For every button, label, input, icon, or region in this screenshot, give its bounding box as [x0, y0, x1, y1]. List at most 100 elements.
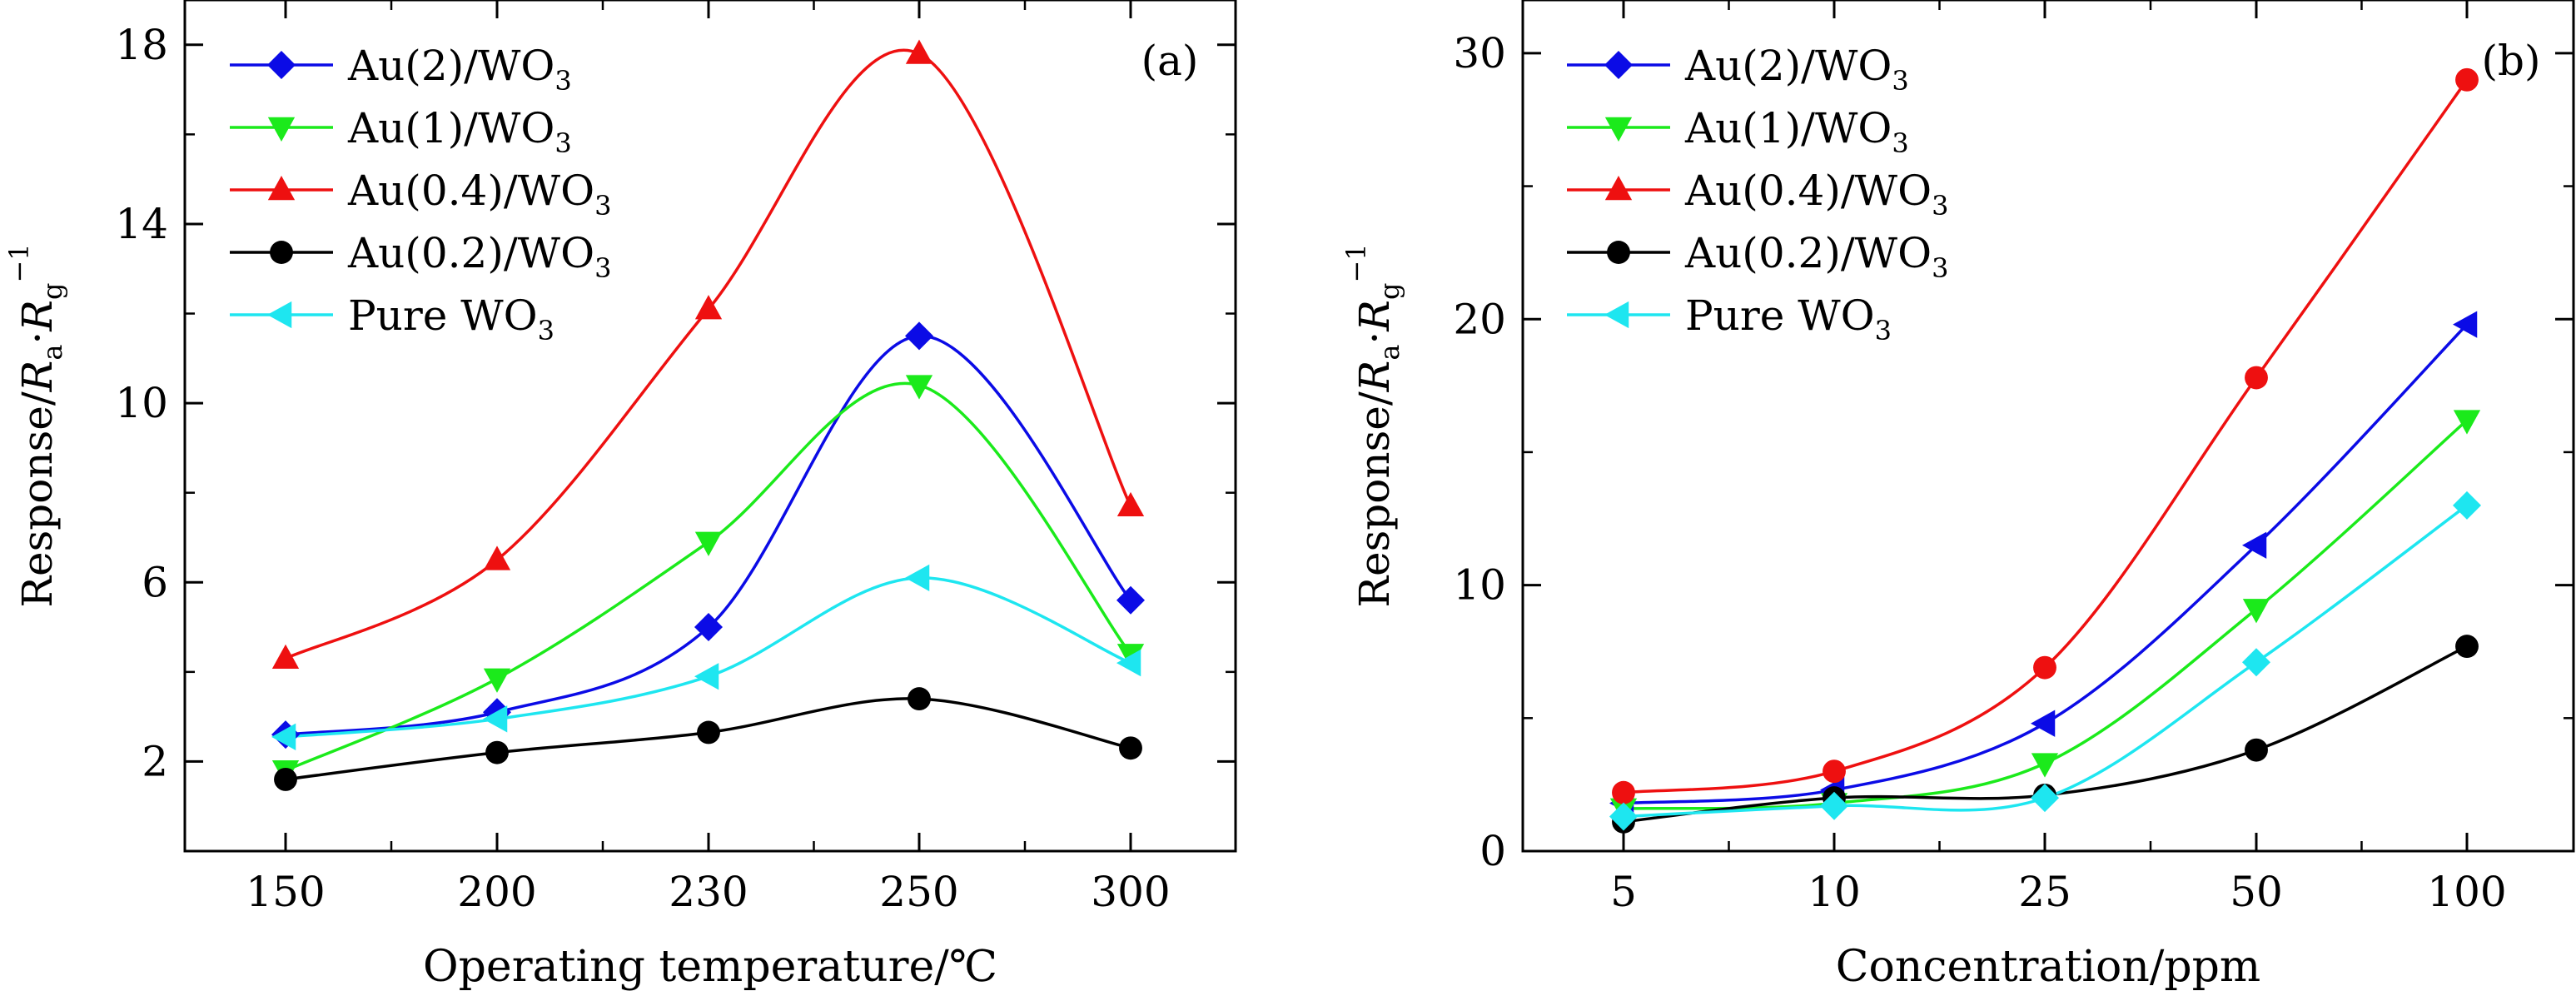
legend-marker-a-3	[270, 241, 293, 264]
x-tick-label-b: 25	[2018, 868, 2071, 916]
x-axis-label-b: Concentration/ppm	[1836, 942, 2260, 992]
plot-frame-a	[183, 0, 1237, 853]
legend-marker-a-2	[267, 176, 296, 201]
y-tick-label-a: 18	[115, 21, 168, 69]
legend-marker-a-0	[267, 51, 296, 79]
y-tick-label-b: 20	[1453, 295, 1506, 343]
legend-b: Au(2)/WO3 Au(1)/WO3 Au(0.4)/WO3 Au(0.2)/WO3…	[1567, 42, 1948, 346]
data-point-a-0	[1116, 585, 1145, 615]
y-tick-label-b: 0	[1479, 827, 1506, 875]
y-tick-label-a: 2	[142, 737, 168, 785]
panel-label-a: (a)	[1141, 37, 1199, 85]
legend-label-b-3: Au(0.2)/WO3	[1684, 229, 1948, 284]
x-tick-label-a: 150	[246, 868, 325, 916]
data-point-b-1	[2031, 753, 2059, 778]
data-point-a-3	[697, 720, 720, 745]
legend-label-b-4: Pure WO3	[1685, 291, 1892, 346]
data-point-a-0	[905, 321, 933, 351]
data-point-b-4	[1820, 791, 1848, 820]
data-point-a-3	[908, 687, 931, 711]
ticks-b: 5 10 25 50 100 0 10 20 30	[1453, 0, 2574, 916]
legend-label-a-3: Au(0.2)/WO3	[347, 229, 611, 284]
series-line-b-0	[1623, 323, 2469, 805]
legend-label-a-2: Au(0.4)/WO3	[347, 167, 611, 222]
data-point-b-0	[2242, 531, 2267, 559]
x-tick-label-a: 300	[1091, 868, 1170, 916]
panel-label-b: (b)	[2481, 37, 2540, 85]
y-axis-label-b: Response/Ra·Rg−1	[1340, 243, 1405, 607]
legend-label-b-2: Au(0.4)/WO3	[1684, 167, 1948, 222]
chart-panel-b: 5 10 25 50 100 0 10 20 30 Au(2)/WO3 Au(1)/WO3 Au(0…	[1340, 0, 2575, 992]
legend-marker-b-3	[1607, 241, 1630, 264]
data-point-a-2	[271, 644, 300, 669]
data-point-b-0	[2031, 710, 2056, 737]
y-tick-label-a: 14	[115, 200, 168, 248]
x-axis-label-a: Operating temperature/℃	[423, 942, 997, 992]
data-point-a-0	[694, 613, 723, 642]
legend-label-b-0: Au(2)/WO3	[1684, 42, 1909, 97]
x-tick-label-a: 250	[879, 868, 958, 916]
data-point-b-4	[1609, 802, 1638, 831]
x-tick-label-b: 50	[2230, 868, 2283, 916]
plot-frame-b	[1521, 0, 2575, 853]
data-point-a-4	[694, 663, 719, 690]
x-tick-label-a: 200	[457, 868, 536, 916]
data-point-a-3	[274, 767, 297, 791]
data-point-a-4	[905, 564, 930, 592]
series-line-a-1	[285, 381, 1132, 772]
data-point-a-1	[483, 668, 511, 693]
marker-layer-b	[1609, 67, 2481, 834]
data-point-a-3	[1119, 736, 1142, 760]
chart-panel-a: 150 200 230 250 300 2 6 10 14 18 Au(2)/WO3 Au(1)/W…	[3, 0, 1237, 992]
data-point-b-2	[2245, 366, 2268, 390]
data-point-b-2	[2455, 67, 2479, 92]
data-point-a-2	[1116, 491, 1145, 517]
data-point-b-3	[2455, 635, 2479, 659]
x-tick-label-b: 100	[2427, 868, 2506, 916]
data-point-b-3	[2245, 738, 2268, 762]
y-tick-label-a: 6	[142, 558, 168, 606]
data-point-b-4	[2453, 491, 2481, 520]
x-tick-label-b: 10	[1808, 868, 1861, 916]
data-point-b-1	[2453, 410, 2481, 435]
legend-a: Au(2)/WO3 Au(1)/WO3 Au(0.4)/WO3 Au(0.2)/WO3…	[230, 42, 611, 346]
legend-label-b-1: Au(1)/WO3	[1684, 104, 1909, 159]
data-point-b-2	[2033, 655, 2056, 680]
data-point-b-4	[2242, 648, 2270, 677]
legend-marker-b-1	[1604, 117, 1633, 142]
series-line-b-1	[1623, 419, 2469, 810]
series-line-a-0	[285, 334, 1132, 736]
data-point-a-2	[483, 545, 511, 570]
legend-marker-a-1	[267, 117, 296, 142]
data-point-a-4	[271, 723, 296, 750]
x-tick-label-a: 230	[669, 868, 748, 916]
data-point-a-2	[694, 295, 723, 320]
marker-layer-a	[271, 39, 1145, 791]
data-point-a-3	[485, 740, 509, 764]
y-tick-label-b: 10	[1453, 561, 1506, 610]
data-point-a-1	[905, 375, 933, 400]
legend-label-a-0: Au(2)/WO3	[347, 42, 572, 97]
data-point-a-2	[905, 39, 933, 64]
data-point-b-1	[2242, 599, 2270, 624]
y-tick-label-a: 10	[115, 379, 168, 427]
legend-marker-b-4	[1604, 301, 1629, 329]
y-tick-label-b: 30	[1453, 29, 1506, 77]
legend-label-a-4: Pure WO3	[348, 291, 554, 346]
data-point-b-4	[2031, 784, 2059, 813]
legend-label-a-1: Au(1)/WO3	[347, 104, 572, 159]
data-point-a-4	[1116, 649, 1141, 677]
legend-marker-b-0	[1604, 51, 1633, 79]
data-point-b-2	[1612, 780, 1635, 804]
x-tick-label-b: 5	[1610, 868, 1637, 916]
data-point-a-1	[694, 531, 723, 556]
ticks-a: 150 200 230 250 300 2 6 10 14 18	[115, 0, 1236, 916]
data-point-a-4	[483, 705, 508, 733]
series-line-a-2	[285, 48, 1132, 660]
y-axis-label-a: Response/Ra·Rg−1	[3, 243, 68, 607]
legend-marker-a-4	[267, 301, 292, 329]
series-line-b-2	[1623, 78, 2469, 794]
data-point-b-2	[1823, 759, 1846, 784]
legend-marker-b-2	[1604, 176, 1633, 201]
